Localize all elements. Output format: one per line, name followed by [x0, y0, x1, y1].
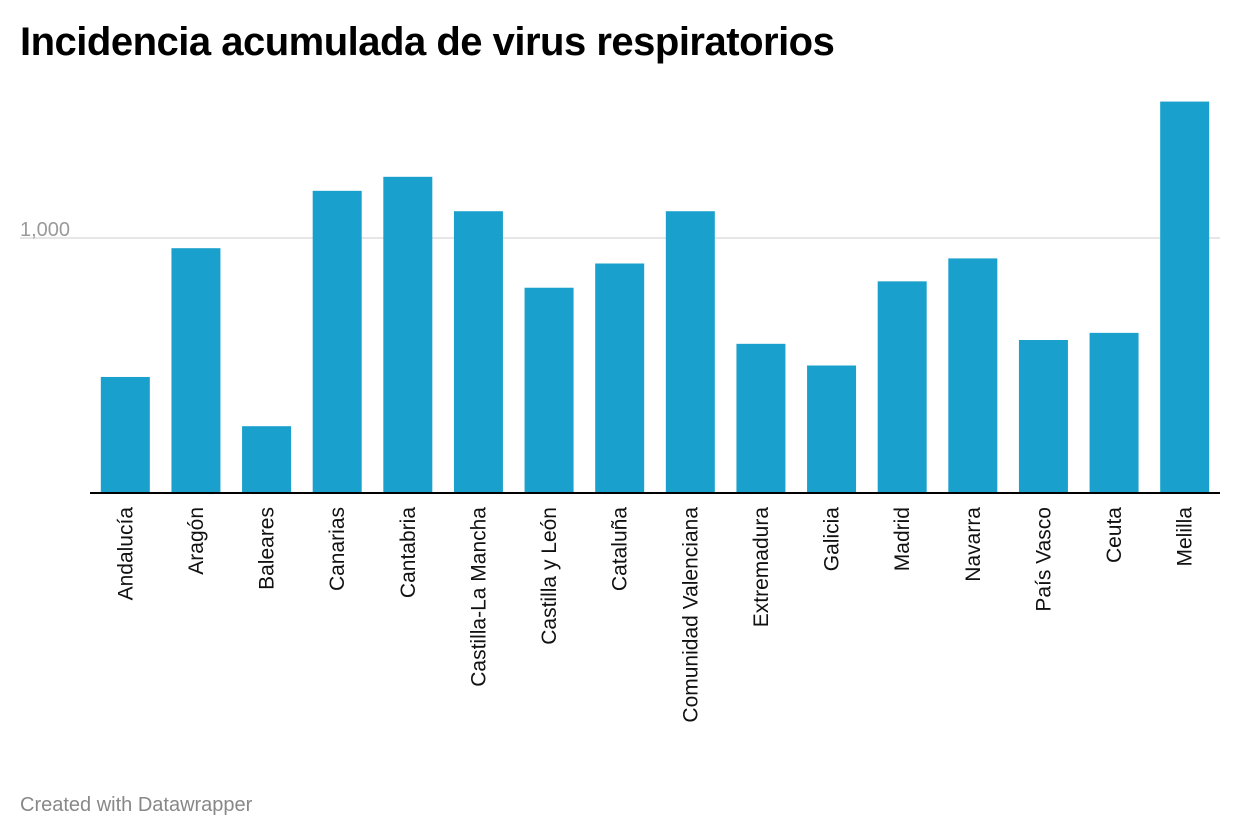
bar: [171, 248, 221, 493]
bar: [312, 190, 362, 493]
x-tick-label: Castilla-La Mancha: [467, 507, 490, 687]
bar: [595, 263, 645, 493]
x-tick-label: Aragón: [185, 507, 208, 575]
gridlines: 1,000: [20, 219, 1220, 241]
bars: [100, 101, 1210, 494]
bar: [877, 281, 927, 493]
bar: [807, 365, 857, 493]
x-tick-label: Cataluña: [609, 507, 632, 591]
bar: [1018, 340, 1068, 493]
x-tick-label: Ceuta: [1103, 507, 1126, 563]
category-labels: Andalucía Aragón Baleares Canarias Cantabria…: [114, 507, 1196, 723]
x-tick-label: Andalucía: [114, 507, 137, 601]
bar: [524, 287, 574, 493]
x-tick-label: Cantabria: [397, 507, 420, 598]
bar: [1160, 101, 1210, 493]
x-tick-label: Comunidad Valenciana: [679, 507, 702, 723]
x-tick-label: Baleares: [256, 507, 279, 590]
bar: [948, 258, 998, 493]
bar-chart: 1,000 Andalucía Aragón Baleares Canarias Can…: [20, 101, 1220, 723]
x-tick-label: Castilla y León: [538, 507, 561, 645]
chart-title: Incidencia acumulada de virus respirator…: [20, 20, 835, 64]
x-tick-label: Navarra: [962, 507, 985, 582]
x-tick-label: Madrid: [891, 507, 914, 571]
x-tick-label: Extremadura: [750, 507, 773, 628]
x-tick-label: Galicia: [821, 507, 844, 572]
bar: [242, 426, 292, 493]
bar: [100, 376, 150, 493]
bar: [383, 176, 433, 494]
footer-credit: Created with Datawrapper: [20, 794, 253, 816]
x-tick-label: Canarias: [326, 507, 349, 591]
bar: [736, 343, 786, 493]
bar: [1089, 332, 1139, 493]
x-tick-label: País Vasco: [1032, 507, 1055, 612]
bar: [665, 211, 715, 493]
x-tick-label: Melilla: [1174, 507, 1197, 567]
y-tick-label: 1,000: [20, 219, 70, 241]
bar: [453, 211, 503, 493]
